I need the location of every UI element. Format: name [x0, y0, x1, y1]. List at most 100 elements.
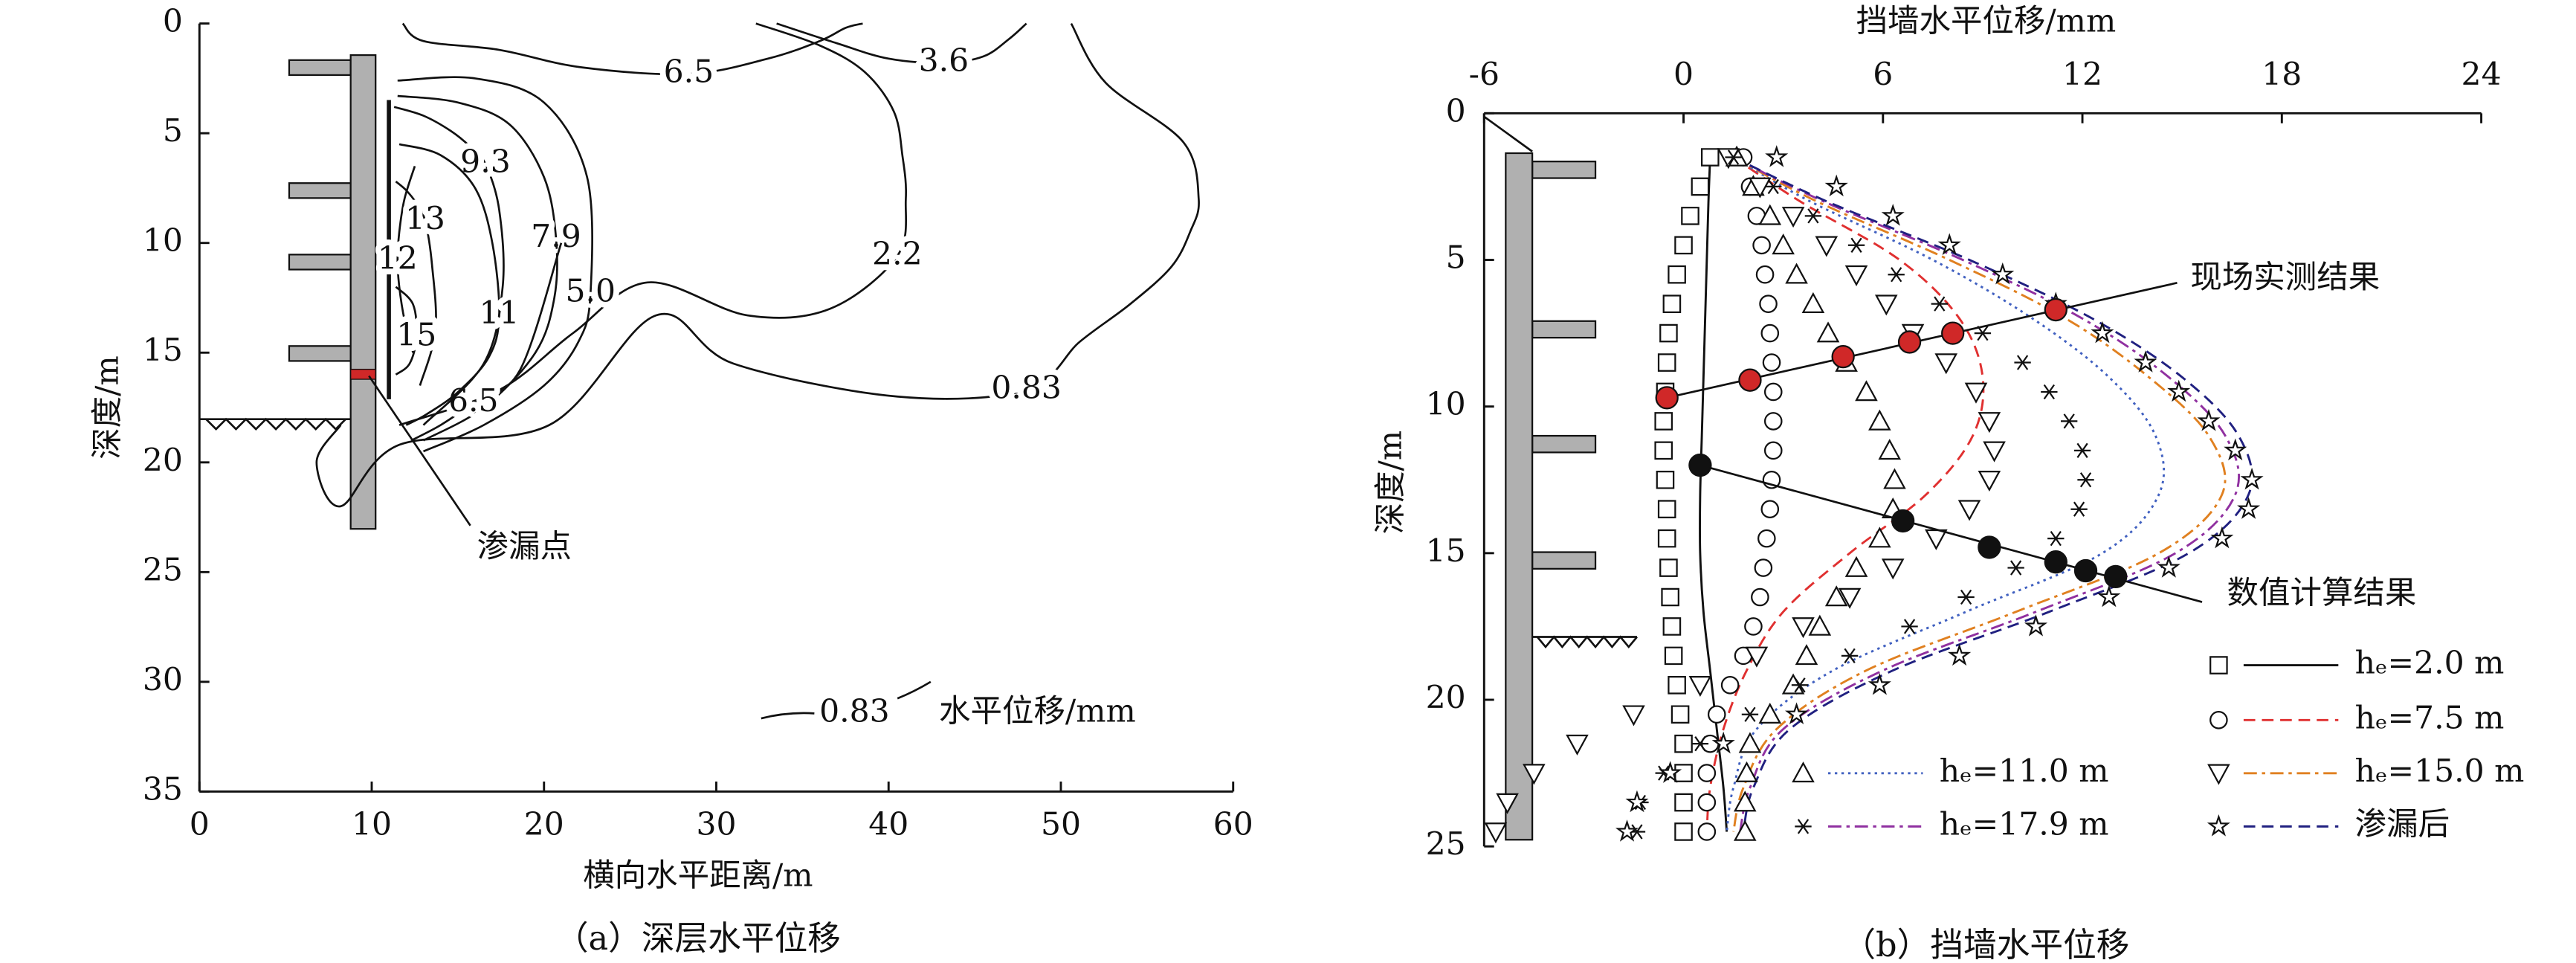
marker	[1707, 705, 1726, 724]
x-tick-label: 60	[1213, 806, 1253, 843]
strut	[1531, 551, 1597, 570]
max-point	[1688, 453, 1712, 477]
marker	[1656, 470, 1675, 489]
marker	[1757, 529, 1776, 548]
max-point	[1941, 321, 1965, 345]
marker	[1725, 149, 1742, 165]
marker	[1711, 731, 1735, 754]
legend-label: hₑ=7.5 m	[2355, 700, 2505, 736]
marker	[2014, 355, 2031, 370]
legend-marker	[2207, 764, 2230, 785]
marker	[1720, 676, 1740, 695]
y-tick-label: 0	[163, 4, 183, 40]
contour-line	[393, 106, 505, 426]
marker	[1697, 764, 1717, 782]
y-tick-label: 30	[143, 662, 183, 698]
marker	[1654, 441, 1673, 460]
max-point	[2044, 550, 2067, 574]
x-tick-label: 50	[1041, 806, 1081, 843]
marker	[1566, 734, 1589, 756]
marker	[1974, 325, 1992, 341]
marker	[1881, 558, 1905, 580]
strut	[288, 59, 352, 77]
marker	[1795, 644, 1818, 666]
marker	[1745, 646, 1769, 668]
x-tick-label: -6	[1469, 57, 1500, 93]
max-point	[1891, 509, 1915, 533]
contour-label: 9.3	[460, 144, 511, 180]
max-point	[2073, 558, 2098, 583]
strut	[1531, 434, 1597, 454]
x-tick-label: 0	[1673, 57, 1694, 93]
marker	[2157, 555, 2180, 578]
legend-label: hₑ=2.0 m	[2355, 645, 2505, 682]
contour-label: 7.9	[531, 219, 581, 255]
marker	[1762, 353, 1781, 372]
y-tick-label: 10	[1426, 387, 1466, 423]
marker	[2061, 413, 2078, 429]
marker	[1948, 643, 1972, 666]
marker	[1661, 587, 1679, 607]
marker	[1808, 614, 1832, 636]
leak-point	[350, 368, 376, 380]
marker	[1755, 265, 1775, 284]
contour-line	[776, 22, 1027, 65]
contour-label: 6.5	[448, 383, 499, 419]
marker	[1791, 677, 1809, 693]
legend-label: 渗漏后	[2355, 806, 2450, 843]
marker	[2237, 497, 2261, 519]
max-point	[2104, 564, 2128, 589]
contour-label: 2.2	[872, 236, 923, 272]
marker	[2070, 501, 2088, 517]
marker	[1735, 761, 1758, 782]
marker	[1760, 500, 1780, 518]
x-tick-label: 18	[2262, 57, 2302, 93]
marker	[1657, 529, 1676, 548]
marker	[1664, 646, 1683, 666]
wall	[349, 54, 377, 530]
contour-line	[395, 286, 418, 376]
marker	[1681, 207, 1699, 225]
strut	[288, 254, 352, 271]
marker	[1792, 617, 1815, 639]
strut	[288, 182, 352, 199]
ground-hatch	[205, 417, 346, 431]
marker	[1615, 819, 1639, 842]
marker	[1978, 412, 2001, 434]
x-tick-label: 10	[352, 806, 392, 843]
marker	[1763, 412, 1783, 431]
marker	[1957, 589, 1975, 605]
marker	[1754, 558, 1773, 577]
marker	[1697, 793, 1717, 812]
contour-line	[397, 94, 558, 442]
contour-label: 11	[479, 295, 519, 332]
marker	[1838, 587, 1862, 609]
marker	[1763, 382, 1783, 402]
y-tick-label: 0	[1446, 93, 1466, 129]
marker	[1983, 441, 2006, 463]
marker	[1978, 470, 2001, 492]
y-axis-label: 深度/m	[90, 355, 126, 460]
legend-marker	[1795, 819, 1812, 834]
marker	[1868, 672, 1891, 695]
marker	[1883, 468, 1906, 489]
marker	[1523, 764, 1546, 785]
marker	[1855, 380, 1878, 402]
annotation: 数值计算结果	[2227, 576, 2417, 612]
marker	[1668, 265, 1686, 284]
legend-marker	[2209, 711, 2228, 730]
marker	[1964, 382, 1988, 404]
marker	[1659, 323, 1678, 343]
contour-label: 5.0	[566, 274, 616, 310]
marker	[1772, 233, 1795, 255]
marker	[1844, 265, 1868, 286]
pointer-line	[1699, 464, 2203, 603]
y-tick-label: 10	[143, 223, 183, 260]
marker	[2024, 614, 2048, 637]
marker	[1760, 323, 1780, 343]
wall-a	[199, 54, 932, 720]
marker	[1688, 676, 1712, 698]
marker	[2167, 379, 2191, 402]
marker	[1991, 262, 2015, 285]
contour-line	[401, 22, 863, 76]
